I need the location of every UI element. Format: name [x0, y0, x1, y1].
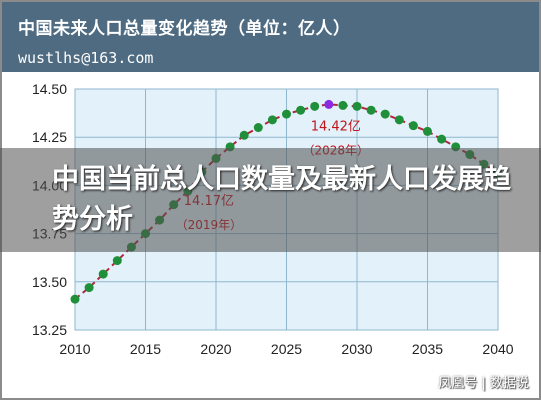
- peak-point: [324, 99, 334, 109]
- x-tick-label: 2015: [130, 341, 161, 357]
- x-tick-label: 2040: [482, 341, 513, 357]
- data-point: [394, 115, 404, 125]
- x-tick-label: 2030: [341, 341, 372, 357]
- data-point: [84, 283, 94, 293]
- data-point: [380, 109, 390, 119]
- annotation-value: 14.42亿: [311, 119, 361, 134]
- chart-header: 中国未来人口总量变化趋势（单位：亿人） wustlhs@163.com: [2, 2, 539, 72]
- data-point: [98, 269, 108, 279]
- data-point: [310, 101, 320, 111]
- x-tick-label: 2010: [59, 341, 90, 357]
- data-point: [239, 130, 249, 140]
- data-point: [437, 134, 447, 144]
- data-point: [408, 121, 418, 131]
- x-tick-label: 2035: [412, 341, 443, 357]
- data-point: [296, 105, 306, 115]
- author-email: wustlhs@163.com: [18, 49, 154, 67]
- y-tick-label: 13.50: [32, 274, 67, 290]
- y-tick-label: 13.25: [32, 322, 67, 338]
- data-point: [112, 256, 122, 266]
- data-point: [253, 123, 263, 133]
- data-point: [352, 101, 362, 111]
- x-tick-label: 2020: [200, 341, 231, 357]
- data-point: [267, 115, 277, 125]
- headline-text: 中国当前总人口数量及最新人口发展趋势分析: [52, 164, 511, 235]
- data-point: [282, 109, 291, 119]
- headline-overlay: [0, 148, 541, 252]
- data-point: [423, 126, 432, 136]
- data-point: [366, 105, 376, 115]
- data-point: [338, 100, 348, 110]
- chart-title: 中国未来人口总量变化趋势（单位：亿人）: [18, 19, 351, 39]
- x-tick-label: 2025: [271, 341, 302, 357]
- source-watermark: 凤凰号 | 数据说: [438, 376, 529, 391]
- y-tick-label: 14.50: [32, 81, 67, 97]
- data-point: [70, 294, 80, 304]
- y-tick-label: 14.25: [32, 129, 67, 145]
